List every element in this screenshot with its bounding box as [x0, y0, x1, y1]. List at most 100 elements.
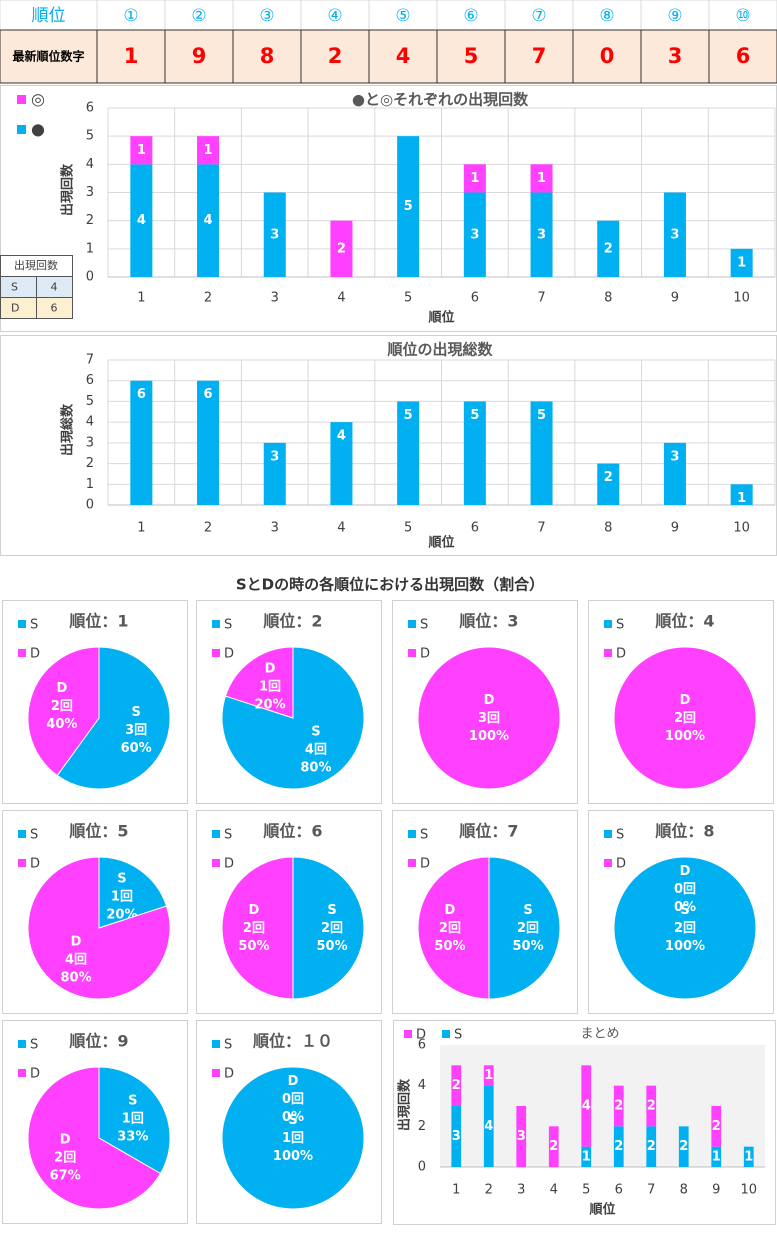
pie-label-line: 3回: [125, 723, 147, 738]
chart-title: 順位：2: [262, 612, 322, 631]
data-label: 5: [470, 408, 479, 423]
bar: [743, 1146, 754, 1167]
data-label: 1: [737, 255, 746, 270]
legend-swatch: [212, 649, 220, 657]
pie-label: S 2回 50%: [512, 903, 543, 954]
chart-title: まとめ: [580, 1027, 619, 1042]
chart-panel: [0, 85, 777, 332]
legend-swatch: [408, 859, 416, 867]
pie-label-line: 0回: [282, 1091, 304, 1106]
pie-label-line: S: [288, 1113, 297, 1128]
row-cell: [708, 29, 777, 84]
pie-slice: [488, 856, 561, 1000]
pie-label-line: 50%: [238, 939, 269, 954]
legend-swatch: [604, 649, 612, 657]
data-label: 6: [137, 387, 146, 402]
x-tick-label: 1: [137, 291, 145, 306]
y-tick-label: 3: [86, 185, 94, 200]
data-label: 1: [582, 1149, 591, 1164]
pie-label-line: S: [680, 903, 689, 918]
pie-label-line: D: [71, 934, 82, 949]
legend-swatch: [404, 1030, 412, 1038]
legend-label: D: [420, 647, 430, 662]
legend-swatch: [604, 620, 612, 628]
legend-swatch: [17, 95, 26, 104]
x-tick-label: 6: [471, 521, 479, 536]
pie-slice: [417, 646, 561, 790]
pie-label-line: 3回: [478, 711, 500, 726]
pie-label-line: D: [680, 693, 691, 708]
data-label: 2: [647, 1139, 656, 1154]
pie-label-line: D: [445, 903, 456, 918]
row-text: 0: [600, 44, 615, 68]
legend-label: S: [30, 828, 38, 843]
bar: [197, 136, 220, 165]
row-cell: [640, 29, 710, 84]
x-tick-label: 9: [671, 521, 679, 536]
x-tick-label: 2: [485, 1183, 493, 1198]
pie-label-line: 2回: [674, 711, 696, 726]
bar: [451, 1065, 462, 1106]
row-cell: [572, 29, 642, 84]
bar: [730, 248, 753, 277]
bar: [663, 192, 686, 277]
bar: [463, 164, 486, 193]
row-text: 2: [328, 44, 343, 68]
legend-swatch: [408, 620, 416, 628]
legend-swatch: [212, 1069, 220, 1077]
bar: [581, 1065, 592, 1147]
legend-label: S: [30, 1038, 38, 1053]
pie-label-line: D: [60, 1132, 71, 1147]
pie-label-line: 100%: [469, 729, 509, 744]
data-label: 1: [537, 171, 546, 186]
data-label: 1: [137, 143, 146, 158]
bar: [263, 192, 286, 277]
x-tick-label: 8: [680, 1183, 688, 1198]
chart-title: 順位：9: [68, 1032, 128, 1051]
pie-label: D 2回 100%: [665, 693, 705, 744]
legend-swatch: [18, 649, 26, 657]
legend-swatch: [17, 125, 26, 134]
pie-label: D 2回 67%: [50, 1132, 81, 1183]
x-tick-label: 1: [137, 521, 145, 536]
pie-label: D 0回 0%: [674, 863, 696, 914]
legend-label: D: [420, 857, 430, 872]
y-tick-label: 5: [86, 129, 94, 144]
x-tick-label: 7: [537, 291, 545, 306]
header-cell: [232, 0, 302, 31]
data-label: 1: [470, 171, 479, 186]
plot-area: [440, 1045, 765, 1167]
pie-label-line: 1回: [111, 889, 133, 904]
y-tick-label: 6: [86, 373, 94, 388]
chart-title: 順位：7: [458, 822, 518, 841]
pie-label-line: 50%: [316, 939, 347, 954]
row-text: 3: [668, 44, 683, 68]
x-tick-label: 8: [604, 521, 612, 536]
header-text: 順位: [32, 6, 66, 26]
pie-label-line: 1回: [259, 679, 281, 694]
pie-label: D 2回 40%: [46, 680, 77, 731]
pie-slice: [417, 856, 490, 1000]
table-text: 6: [51, 302, 58, 315]
header-text: ⑤: [395, 6, 410, 26]
header-cell: [640, 0, 710, 31]
data-label: 3: [270, 449, 279, 464]
y-axis-title: 出現回数: [397, 1078, 413, 1131]
x-tick-label: 7: [647, 1183, 655, 1198]
pie-label-line: 100%: [665, 729, 705, 744]
legend-swatch: [212, 859, 220, 867]
pie-label-line: 0回: [674, 881, 696, 896]
y-tick-label: 1: [86, 477, 94, 492]
legend-label: S: [454, 1028, 462, 1043]
x-axis-title: 順位: [428, 310, 454, 326]
pie-label-line: D: [249, 903, 260, 918]
pie-label-line: S: [117, 871, 126, 886]
pie-label-line: 0%: [674, 899, 696, 914]
data-label: 3: [670, 227, 679, 242]
bar: [451, 1106, 462, 1167]
x-tick-label: 4: [337, 521, 345, 536]
pie-label-line: 20%: [254, 697, 285, 712]
legend-swatch: [604, 859, 612, 867]
pie-label-line: D: [56, 680, 67, 695]
